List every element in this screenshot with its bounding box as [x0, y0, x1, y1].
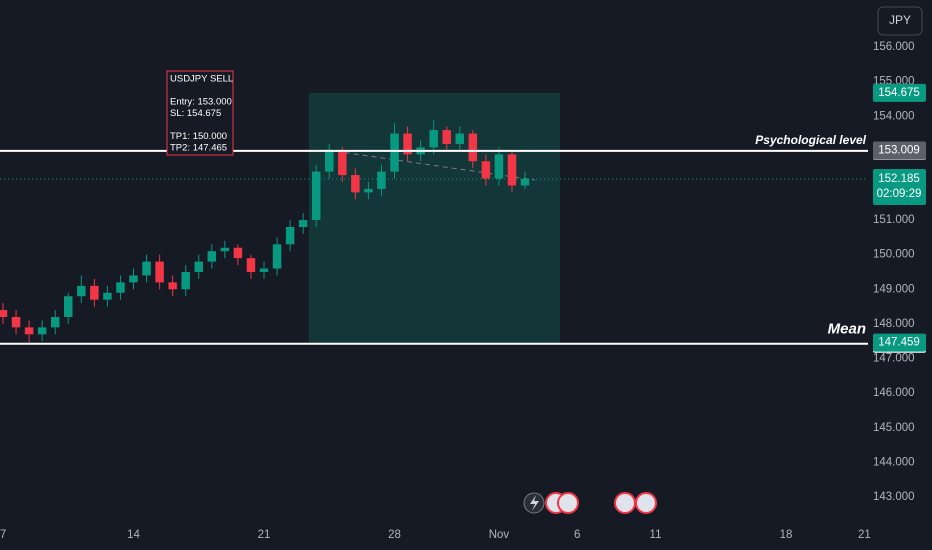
candle-body — [325, 150, 334, 172]
y-tick-label: 151.000 — [873, 214, 915, 226]
y-tick-label: 145.000 — [873, 422, 915, 434]
candle-body — [64, 296, 73, 317]
candle-body — [364, 188, 373, 193]
y-tick-label: 156.000 — [873, 41, 915, 53]
candle-body — [455, 133, 465, 144]
y-tick-label: 150.000 — [873, 249, 915, 261]
candle-body — [220, 247, 230, 252]
y-tick-label: 143.000 — [873, 491, 915, 503]
candle-body — [194, 261, 204, 272]
y-tick-label: 147.000 — [873, 353, 915, 365]
price-tag-label: 147.459 — [878, 337, 920, 349]
candle-body — [377, 171, 386, 189]
note-line: Entry: 153.000 — [170, 97, 232, 108]
candle-body — [338, 150, 347, 176]
candle-body — [24, 327, 34, 335]
candle-body — [142, 261, 151, 276]
y-tick-label: 146.000 — [873, 387, 915, 399]
last-price-tag — [873, 169, 926, 206]
x-tick-label: 21 — [858, 529, 871, 541]
candle-body — [168, 282, 177, 290]
price-tag — [873, 83, 926, 102]
candle-body — [103, 292, 112, 300]
candle-body — [11, 316, 21, 328]
x-tick-label: 11 — [650, 529, 662, 541]
candle-body — [429, 130, 438, 148]
event-icons[interactable] — [523, 492, 657, 514]
currency-label: JPY — [889, 13, 911, 27]
candle-body — [246, 258, 256, 272]
candle-body — [0, 310, 8, 317]
candle-body — [207, 251, 217, 262]
y-tick-label: 154.000 — [873, 110, 915, 122]
candle-body — [77, 285, 86, 297]
candle-body — [37, 327, 47, 335]
x-tick-label: 18 — [780, 529, 793, 541]
candle-body — [403, 133, 412, 155]
candle-body — [90, 285, 99, 300]
note-line: SL: 154.675 — [170, 108, 221, 119]
currency-button[interactable] — [877, 6, 923, 36]
y-tick-label: 148.000 — [873, 318, 915, 330]
candle-body — [507, 154, 517, 186]
candle-body — [494, 154, 504, 179]
candle-body — [272, 244, 282, 269]
x-tick-label: 7 — [0, 529, 6, 541]
candle-body — [116, 282, 125, 293]
candle-body — [520, 179, 530, 186]
candle-body — [259, 268, 269, 272]
y-tick-label: 149.000 — [873, 283, 915, 295]
price-tag-label: 153.009 — [878, 145, 920, 157]
x-tick-label: 6 — [574, 529, 580, 541]
candle-body — [181, 271, 190, 290]
candle-body — [129, 275, 138, 283]
price-tag-label: 154.675 — [878, 87, 920, 99]
candle-body — [481, 161, 491, 179]
candle-body — [298, 220, 308, 227]
candle-body — [311, 171, 321, 221]
note-line: USDJPY SELL — [170, 74, 233, 85]
note-line: TP1: 150.000 — [170, 131, 227, 142]
candle-body — [285, 226, 295, 245]
last-price-label: 152.185 — [878, 173, 920, 185]
countdown: 02:09:29 — [877, 188, 922, 200]
candle-body — [390, 133, 399, 172]
price-tag — [873, 333, 926, 352]
x-tick-label: 21 — [258, 529, 271, 541]
candle-body — [50, 316, 60, 328]
candle-body — [351, 175, 360, 193]
candle-body — [155, 261, 164, 283]
axes: 143.000 144.000 145.000 146.000 147.000 148.0… — [0, 41, 926, 541]
candle-body — [233, 247, 243, 259]
level-name: Mean — [828, 321, 866, 338]
note-line: TP2: 147.465 — [170, 143, 227, 154]
price-tag — [873, 141, 926, 160]
x-tick-label: 28 — [388, 529, 401, 541]
x-tick-label: Nov — [489, 529, 510, 541]
candle-body — [468, 133, 478, 162]
y-tick-label: 144.000 — [873, 456, 915, 468]
x-tick-label: 14 — [127, 529, 140, 541]
level-name: Psychological level — [755, 133, 866, 147]
candle-body — [442, 130, 451, 144]
note-box — [166, 70, 234, 156]
